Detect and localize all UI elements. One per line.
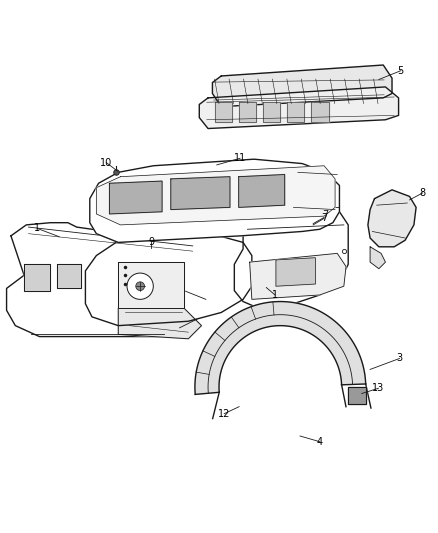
- Polygon shape: [195, 302, 366, 394]
- Text: 10: 10: [100, 158, 113, 168]
- Text: 13: 13: [372, 383, 385, 393]
- Text: 7: 7: [322, 210, 328, 220]
- Polygon shape: [199, 87, 399, 128]
- Polygon shape: [118, 308, 201, 339]
- Polygon shape: [234, 205, 348, 308]
- Polygon shape: [171, 177, 230, 209]
- Polygon shape: [370, 247, 385, 269]
- Polygon shape: [368, 190, 416, 247]
- Polygon shape: [110, 181, 162, 214]
- Polygon shape: [311, 102, 328, 122]
- Text: 8: 8: [420, 188, 426, 198]
- Polygon shape: [276, 258, 315, 286]
- Text: 1: 1: [34, 223, 40, 233]
- Polygon shape: [239, 102, 256, 122]
- Text: 9: 9: [148, 237, 154, 247]
- Text: 7: 7: [321, 213, 327, 223]
- Text: 4: 4: [317, 437, 323, 447]
- Polygon shape: [24, 264, 50, 290]
- Text: 12: 12: [218, 409, 230, 418]
- Text: 1: 1: [272, 290, 278, 300]
- Polygon shape: [215, 102, 232, 122]
- Polygon shape: [212, 65, 392, 107]
- Polygon shape: [90, 159, 339, 243]
- Polygon shape: [239, 174, 285, 207]
- Polygon shape: [263, 102, 280, 122]
- Text: 3: 3: [396, 353, 403, 364]
- Circle shape: [136, 282, 145, 290]
- Circle shape: [127, 273, 153, 300]
- Polygon shape: [57, 264, 81, 288]
- Polygon shape: [348, 387, 366, 405]
- Text: 5: 5: [398, 66, 404, 76]
- Text: 11: 11: [234, 154, 246, 163]
- Polygon shape: [96, 166, 335, 225]
- Polygon shape: [118, 262, 184, 308]
- Polygon shape: [250, 253, 346, 300]
- Polygon shape: [85, 236, 252, 326]
- Polygon shape: [287, 102, 304, 122]
- Polygon shape: [7, 223, 206, 336]
